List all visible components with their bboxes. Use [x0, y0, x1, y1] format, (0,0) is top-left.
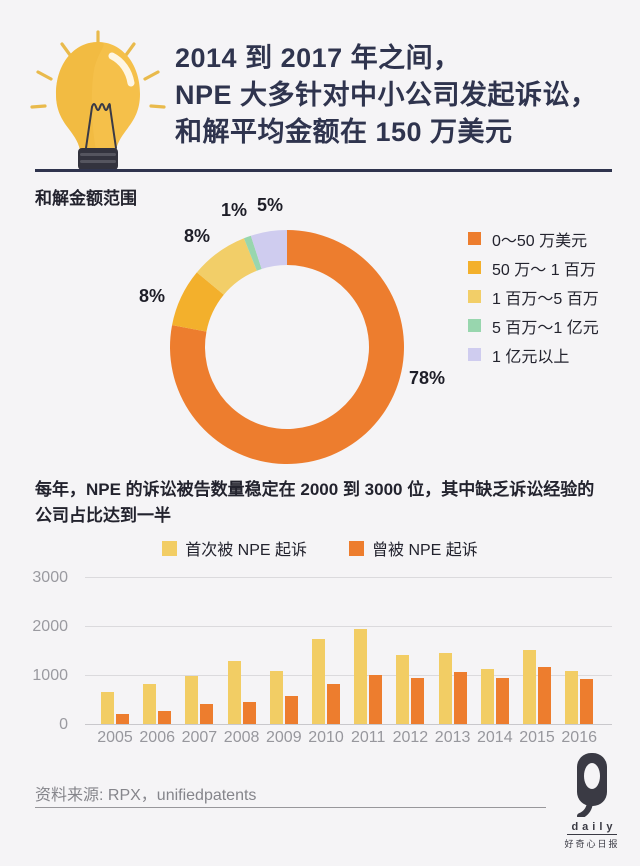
logo-chinese-text: 好奇心日报 [564, 839, 620, 849]
donut-slice-3 [243, 235, 262, 271]
bar-2008-series1 [242, 702, 256, 724]
subtitle-line-1: 每年，NPE 的诉讼被告数量稳定在 2000 到 3000 位，其中缺乏诉讼经验… [35, 480, 595, 499]
donut-slice-4 [250, 230, 287, 270]
legend-swatch-icon [468, 348, 481, 361]
donut-chart [170, 230, 404, 464]
legend-label: 首次被 NPE 起诉 [185, 542, 307, 559]
y-tick-3000: 3000 [32, 569, 68, 586]
bar-2006-series0 [143, 683, 157, 724]
bar-2014-series1 [495, 677, 509, 724]
x-tick-2016: 2016 [561, 729, 597, 746]
legend-label: 5 百万～1 亿元 [492, 319, 599, 337]
legend-item: 50 万～ 1 百万 [468, 253, 599, 282]
legend-item: 1 百万～5 百万 [468, 282, 599, 311]
bar-2013-series1 [453, 672, 467, 724]
source-attribution: 资料来源: RPX，unifiedpatents [35, 787, 257, 804]
y-tick-0: 0 [59, 716, 68, 733]
x-tick-2011: 2011 [350, 729, 386, 746]
legend-label: 50 万～ 1 百万 [492, 261, 597, 279]
donut-slice-0 [170, 230, 404, 464]
bar-2015-series0 [523, 649, 536, 724]
donut-label-500-10000: 1% [220, 200, 247, 220]
bar-2016-series0 [565, 670, 579, 724]
gridline-2000 [85, 626, 612, 627]
bar-chart-plot [85, 577, 612, 725]
donut-label-over-10000: 5% [256, 195, 283, 215]
title-line-1: 2014 到 2017 年之间， [175, 43, 461, 73]
donut-slice-2 [196, 238, 257, 295]
bar-2012-series0 [396, 655, 410, 724]
q-logo-icon [577, 753, 607, 817]
donut-label-50-100: 8% [138, 286, 165, 306]
legend-swatch-icon [162, 540, 178, 556]
bar-2014-series0 [480, 668, 494, 724]
bar-2007-series0 [185, 675, 199, 724]
lightbulb-icon [30, 30, 166, 172]
x-tick-2009: 2009 [266, 729, 302, 746]
x-tick-2008: 2008 [223, 729, 260, 746]
bar-section-title: 每年，NPE 的诉讼被告数量稳定在 2000 到 3000 位，其中缺乏诉讼经验… [35, 477, 620, 529]
bar-2008-series0 [227, 660, 241, 724]
bar-2011-series1 [369, 675, 383, 724]
bar-2010-series1 [327, 683, 340, 724]
bar-2007-series1 [200, 704, 214, 724]
x-tick-2014: 2014 [477, 729, 513, 746]
x-tick-2015: 2015 [519, 729, 555, 746]
legend-label: 曾被 NPE 起诉 [372, 542, 478, 559]
bar-2010-series0 [312, 639, 325, 724]
bar-chart-xaxis: 2005 2006 2007 2008 2009 2010 2011 2012 2013 2014… [85, 729, 625, 749]
legend-swatch-icon [468, 290, 481, 303]
y-tick-1000: 1000 [32, 667, 68, 684]
x-tick-2010: 2010 [308, 729, 344, 746]
qdaily-logo: daily 好奇心日报 [558, 753, 626, 850]
legend-swatch-icon [468, 232, 481, 245]
bar-2011-series0 [354, 629, 368, 724]
gridline-0-baseline [85, 724, 612, 725]
bar-2005-series0 [101, 692, 114, 724]
header-divider [35, 169, 612, 172]
bar-2013-series0 [438, 653, 452, 724]
bar-2005-series1 [116, 714, 129, 724]
legend-item: 1 亿元以上 [468, 340, 599, 369]
donut-legend: 0～50 万美元 50 万～ 1 百万 1 百万～5 百万 5 百万～1 亿元 … [468, 224, 599, 369]
bar-2012-series1 [411, 677, 425, 724]
bar-2015-series1 [538, 667, 551, 724]
legend-swatch-icon [468, 319, 481, 332]
gridline-1000 [85, 675, 612, 676]
page-title: 2014 到 2017 年之间， NPE 大多针对中小公司发起诉讼， 和解平均金… [175, 40, 625, 151]
title-line-2: NPE 大多针对中小公司发起诉讼， [175, 80, 598, 110]
bar-2009-series0 [269, 671, 283, 724]
legend-swatch-icon [468, 261, 481, 274]
legend-swatch-icon [349, 540, 364, 556]
x-tick-2013: 2013 [434, 729, 471, 746]
donut-label-0-50: 78% [408, 368, 446, 388]
subtitle-line-2: 公司占比达到一半 [35, 506, 171, 525]
bar-2009-series1 [284, 696, 298, 724]
x-tick-2006: 2006 [139, 729, 175, 746]
footer-divider [35, 807, 546, 808]
title-line-3: 和解平均金额在 150 万美元 [175, 117, 513, 147]
bar-2006-series1 [158, 711, 172, 724]
legend-item: 首次被 NPE 起诉 [162, 536, 307, 560]
y-tick-2000: 2000 [32, 618, 68, 635]
gridline-3000 [85, 577, 612, 578]
legend-label: 1 亿元以上 [492, 348, 570, 366]
logo-daily-text: daily [567, 821, 617, 835]
legend-item: 0～50 万美元 [468, 224, 599, 253]
donut-section-label: 和解金额范围 [35, 189, 137, 208]
legend-label: 0～50 万美元 [492, 232, 588, 250]
bar-2016-series1 [580, 679, 594, 724]
donut-label-100-500: 8% [183, 226, 210, 246]
x-tick-2007: 2007 [181, 729, 218, 746]
x-tick-2012: 2012 [392, 729, 429, 746]
bar-legend: 首次被 NPE 起诉 曾被 NPE 起诉 [0, 536, 640, 560]
legend-item: 曾被 NPE 起诉 [349, 536, 478, 560]
donut-slice-1 [172, 272, 224, 332]
legend-item: 5 百万～1 亿元 [468, 311, 599, 340]
legend-label: 1 百万～5 百万 [492, 290, 599, 308]
x-tick-2005: 2005 [97, 729, 133, 746]
